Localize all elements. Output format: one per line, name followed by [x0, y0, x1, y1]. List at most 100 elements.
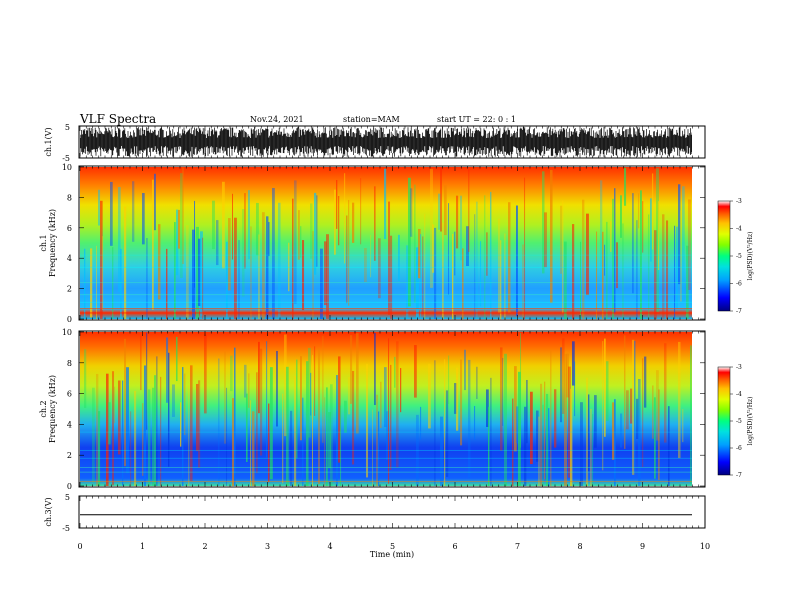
spectrogram-streak: [680, 210, 682, 302]
spectrogram-streak: [432, 224, 435, 273]
spectrogram-streak: [488, 406, 490, 486]
spectrogram-streak: [134, 390, 137, 486]
spectrogram-streak: [190, 365, 193, 482]
ch3-waveform-panel: 5 -5 ch.3(V): [44, 493, 706, 533]
spectrogram-streak: [416, 247, 419, 319]
spectrogram-streak: [562, 200, 564, 314]
ch1-spectrogram-panel: 0 2 4 6 8 10 ch.1 Frequency (kHz): [39, 163, 706, 324]
spectrogram-streak: [238, 240, 240, 319]
spectrogram-streak: [632, 339, 635, 475]
spectrogram-streak: [612, 198, 615, 319]
spectrogram-streak: [656, 370, 659, 441]
spectrogram-streak: [324, 241, 327, 306]
colorbar-ch2-label: log(PSD)(V²/Hz): [747, 397, 754, 446]
ch2-spectrogram-ylabel: Frequency (kHz): [48, 375, 57, 443]
spectrogram-streak: [600, 180, 603, 282]
spectrogram-streak: [202, 237, 204, 319]
spectrogram-streak: [654, 397, 656, 479]
frequency-tick-label: 10: [62, 163, 72, 172]
spectrogram-streak: [182, 367, 184, 486]
spectrogram-streak: [500, 347, 503, 451]
spectrogram-streak: [112, 371, 115, 486]
colorbar-ch2-gradient: [717, 366, 731, 476]
ch2-spectrogram-frame: [78, 330, 706, 488]
spectrogram-streak: [454, 231, 456, 276]
spectrogram-streak: [388, 201, 391, 315]
spectrogram-streak: [142, 192, 145, 245]
spectrogram-streak: [300, 226, 302, 258]
spectrogram-streak: [200, 231, 203, 317]
spectrogram-streak: [244, 193, 246, 269]
spectrogram-streak: [648, 214, 650, 319]
spectrogram-streak: [656, 168, 659, 312]
spectrogram-streak: [590, 408, 592, 486]
spectrogram-streak: [512, 398, 514, 486]
spectrogram-streak: [294, 376, 297, 486]
spectrogram-streak: [364, 248, 367, 283]
colorbar-tick-label: -3: [736, 198, 742, 205]
spectrogram-streak: [232, 398, 235, 486]
spectrogram-streak: [384, 367, 387, 428]
spectrogram-streak: [374, 186, 376, 261]
ch2-spectrogram-panel: 0 2 4 6 8 10 ch.2 Frequency (kHz): [39, 328, 706, 491]
spectrogram-streak: [658, 201, 660, 270]
spectrogram-streak: [282, 393, 284, 484]
spectrogram-streak: [620, 413, 623, 448]
spectrogram-streak: [678, 341, 681, 459]
spectrogram-streak: [626, 390, 629, 430]
spectrogram-streak: [212, 200, 215, 250]
spectrogram-streak: [688, 199, 691, 290]
spectrogram-streak: [186, 225, 189, 319]
spectrogram-streak: [260, 348, 263, 456]
spectrogram-streak: [424, 213, 426, 319]
spectrogram-streak: [440, 167, 443, 232]
spectrogram-streak: [544, 381, 546, 480]
spectrogram-streak: [296, 359, 298, 459]
spectrogram-streak: [410, 188, 413, 237]
spectrogram-streak: [250, 400, 252, 486]
spectrogram-streak: [468, 359, 471, 478]
spectrogram-streak: [674, 225, 676, 319]
spectrogram-streak: [604, 338, 606, 437]
spectrogram-streak: [146, 238, 148, 319]
spectrogram-streak: [102, 236, 104, 310]
spectrogram-streak: [564, 353, 567, 486]
spectrogram-streak: [560, 347, 563, 423]
spectrogram-streak: [292, 198, 294, 319]
spectrogram-streak: [536, 410, 539, 462]
spectrogram-streak: [474, 214, 476, 319]
spectrogram-streak: [666, 220, 669, 319]
spectrogram-streak: [530, 391, 533, 465]
spectrogram-streak: [270, 367, 273, 480]
spectrogram-streak: [374, 332, 376, 406]
spectrogram-streak: [490, 377, 492, 486]
spectrogram-streak: [540, 383, 543, 486]
frequency-tick-label: 8: [67, 359, 72, 368]
spectrogram-streak: [592, 414, 594, 486]
spectrogram-streak: [546, 393, 549, 486]
spectrogram-streak: [96, 373, 99, 486]
spectrogram-streak: [652, 173, 654, 250]
spectrogram-streak: [384, 168, 387, 240]
spectrogram-streak: [378, 411, 380, 486]
spectrogram-streak: [242, 209, 245, 297]
spectrogram-streak: [196, 383, 199, 452]
colorbar-tick-label: -4: [736, 391, 742, 398]
spectrogram-streak: [338, 356, 341, 463]
spectrogram-streak: [444, 185, 447, 236]
spectrogram-streak: [444, 359, 446, 486]
spectrogram-streak: [230, 355, 233, 392]
spectrogram-streak: [266, 216, 269, 319]
spectrogram-streak: [346, 215, 348, 304]
frequency-tick-label: 2: [67, 451, 72, 460]
spectrogram-streak: [524, 406, 527, 486]
spectrogram-streak: [604, 244, 606, 276]
frequency-tick-label: 10: [62, 328, 72, 337]
spectrogram-streak: [616, 242, 619, 289]
spectrogram-streak: [442, 222, 444, 319]
spectrogram-streak: [642, 201, 644, 253]
spectrogram-streak: [564, 241, 567, 319]
spectrogram-streak: [234, 217, 237, 319]
spectrogram-streak: [386, 411, 389, 460]
